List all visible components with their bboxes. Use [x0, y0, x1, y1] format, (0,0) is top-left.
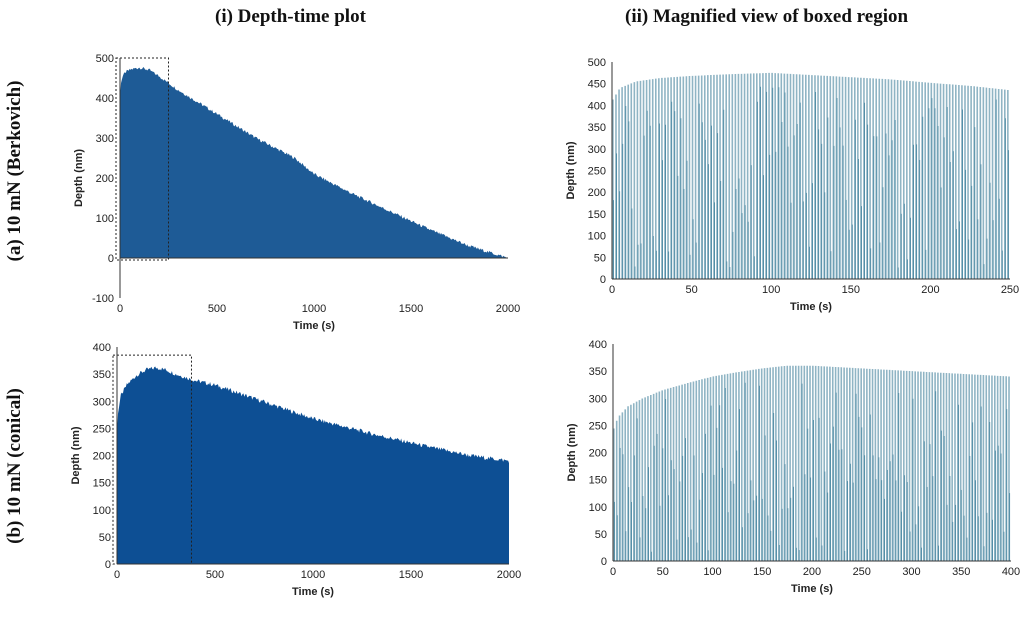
x-axis-label: Time (s) [790, 301, 832, 313]
x-tick-label: 250 [1001, 284, 1019, 296]
y-tick-label: 50 [595, 529, 607, 541]
y-axis-label: Depth (nm) [566, 423, 578, 481]
y-tick-label: 0 [600, 274, 606, 286]
y-tick-label: 50 [594, 252, 606, 264]
y-tick-label: 250 [589, 420, 607, 432]
y-tick-label: 0 [601, 556, 607, 568]
x-tick-label: 100 [703, 566, 721, 578]
y-tick-label: 350 [588, 122, 606, 134]
y-tick-label: 400 [93, 342, 111, 354]
y-axis-label: Depth (nm) [70, 426, 82, 484]
y-tick-label: 350 [93, 369, 111, 381]
y-tick-label: 200 [589, 448, 607, 460]
y-tick-label: 0 [105, 559, 111, 571]
x-tick-label: 100 [762, 284, 780, 296]
depth-area-series [120, 67, 508, 258]
y-tick-label: 100 [588, 231, 606, 243]
y-tick-label: 0 [108, 253, 114, 265]
x-tick-label: 2000 [497, 569, 521, 581]
x-tick-label: 1500 [399, 569, 423, 581]
x-tick-label: 0 [114, 569, 120, 581]
y-axis-label: Depth (nm) [73, 149, 85, 207]
y-tick-label: 500 [96, 53, 114, 65]
x-tick-label: 500 [208, 303, 226, 315]
y-tick-label: -100 [92, 293, 114, 305]
x-axis-label: Time (s) [293, 320, 335, 332]
y-tick-label: 200 [93, 451, 111, 463]
y-tick-label: 50 [99, 532, 111, 544]
y-tick-label: 350 [589, 366, 607, 378]
y-tick-label: 500 [588, 57, 606, 69]
y-tick-label: 100 [93, 505, 111, 517]
x-tick-label: 1500 [399, 303, 423, 315]
x-tick-label: 1000 [302, 303, 326, 315]
y-tick-label: 150 [589, 475, 607, 487]
x-tick-label: 150 [842, 284, 860, 296]
x-tick-label: 350 [952, 566, 970, 578]
y-tick-label: 150 [588, 209, 606, 221]
x-tick-label: 500 [206, 569, 224, 581]
x-tick-label: 200 [803, 566, 821, 578]
y-tick-label: 400 [96, 93, 114, 105]
column-title-magnified: (ii) Magnified view of boxed region [625, 6, 909, 27]
x-tick-label: 2000 [496, 303, 520, 315]
y-tick-label: 300 [589, 393, 607, 405]
y-tick-label: 200 [588, 187, 606, 199]
column-title-depth-time: (i) Depth-time plot [215, 6, 366, 27]
x-tick-label: 300 [902, 566, 920, 578]
y-tick-label: 300 [96, 133, 114, 145]
y-tick-label: 200 [96, 173, 114, 185]
y-tick-label: 400 [588, 100, 606, 112]
x-tick-label: 0 [117, 303, 123, 315]
x-tick-label: 0 [610, 566, 616, 578]
x-tick-label: 150 [753, 566, 771, 578]
y-tick-label: 100 [96, 213, 114, 225]
y-tick-label: 400 [589, 339, 607, 351]
x-tick-label: 400 [1002, 566, 1020, 578]
x-axis-label: Time (s) [791, 583, 833, 595]
y-tick-label: 300 [93, 396, 111, 408]
x-tick-label: 50 [685, 284, 697, 296]
x-tick-label: 200 [921, 284, 939, 296]
y-tick-label: 250 [93, 423, 111, 435]
y-axis-label: Depth (nm) [565, 141, 577, 199]
x-tick-label: 250 [853, 566, 871, 578]
boxed-region-marker [115, 57, 169, 261]
y-tick-label: 150 [93, 478, 111, 490]
y-tick-label: 250 [588, 166, 606, 178]
y-tick-label: 300 [588, 144, 606, 156]
x-axis-label: Time (s) [292, 586, 334, 598]
x-tick-label: 0 [609, 284, 615, 296]
y-tick-label: 450 [588, 79, 606, 91]
x-tick-label: 1000 [301, 569, 325, 581]
y-tick-label: 100 [589, 502, 607, 514]
depth-area-series [117, 366, 509, 564]
x-tick-label: 50 [657, 566, 669, 578]
